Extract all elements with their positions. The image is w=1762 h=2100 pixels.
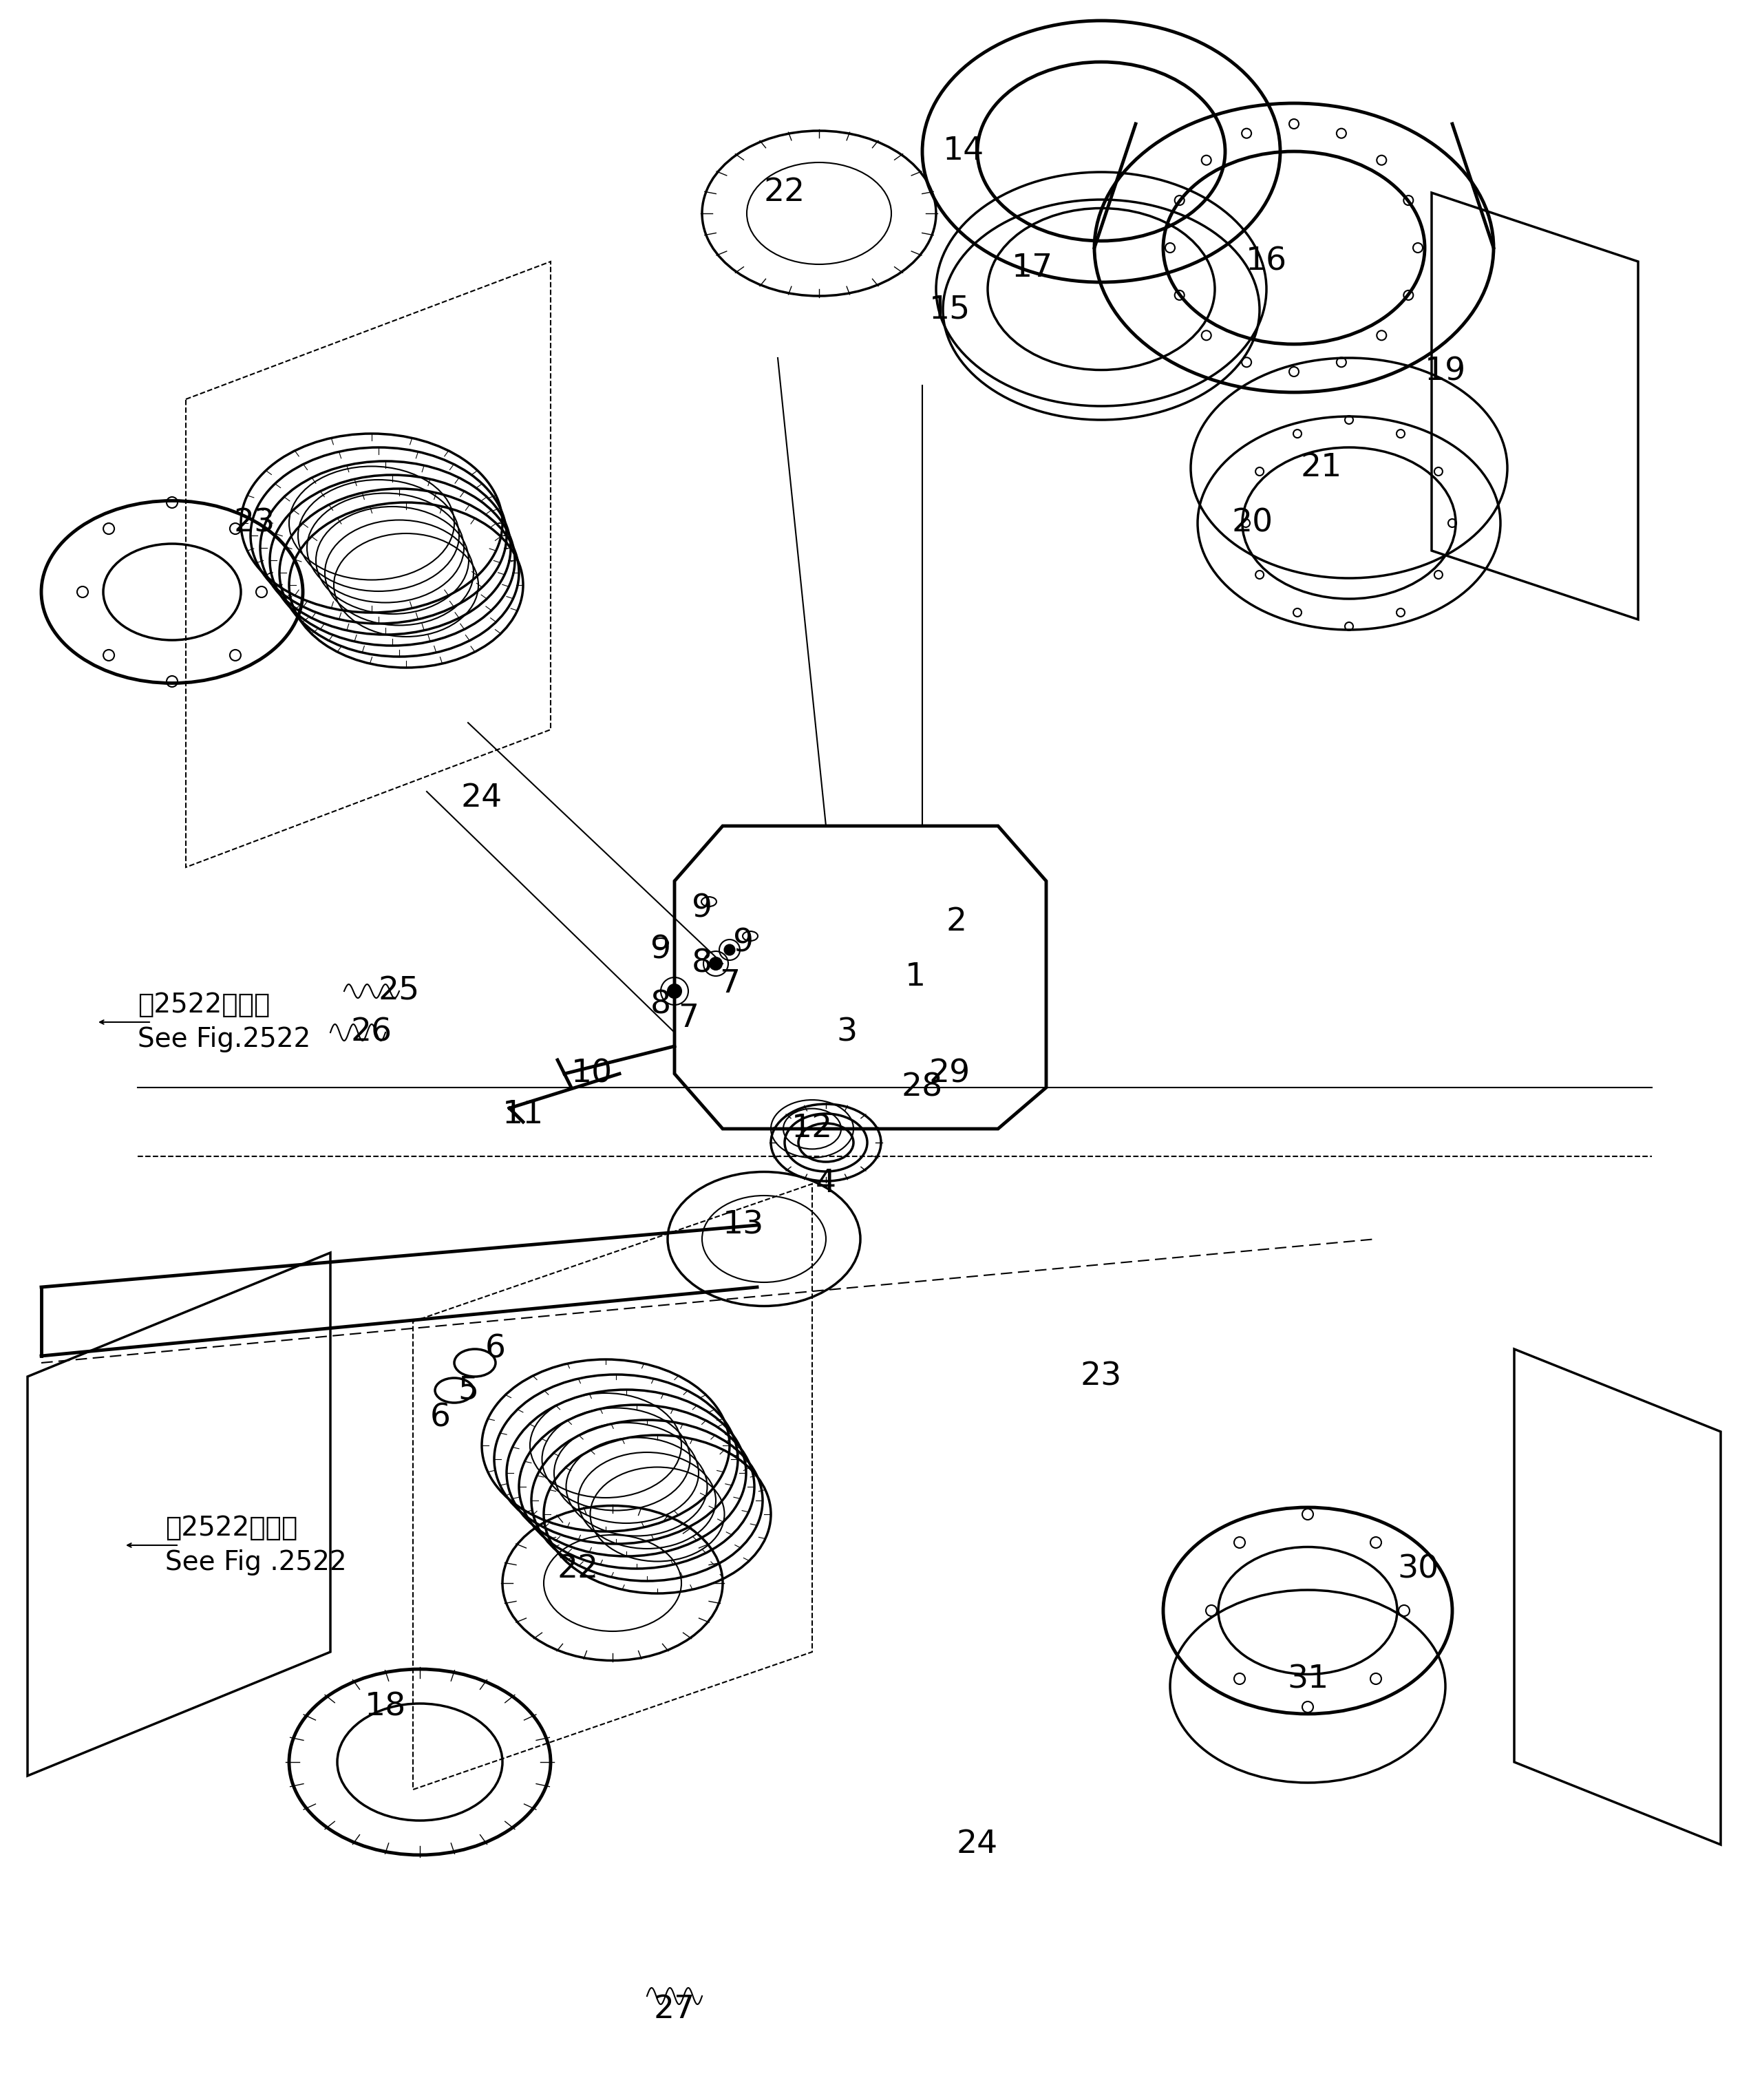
Text: 17: 17 [1011,252,1054,284]
Text: 22: 22 [557,1554,599,1585]
Text: 13: 13 [722,1210,765,1241]
Text: 第2522図参照: 第2522図参照 [137,991,270,1018]
Text: 8: 8 [692,947,712,979]
Text: 8: 8 [650,989,671,1021]
Text: 4: 4 [816,1168,837,1199]
Text: 30: 30 [1397,1554,1438,1585]
Text: 6: 6 [485,1334,506,1365]
Text: 20: 20 [1232,508,1274,538]
Text: 3: 3 [837,1016,856,1048]
Text: 23: 23 [1080,1361,1122,1392]
Text: 1: 1 [906,962,925,993]
Text: 7: 7 [719,968,740,1000]
Text: 23: 23 [234,508,275,538]
Text: 16: 16 [1246,246,1286,277]
Text: 9: 9 [650,934,671,966]
Text: 5: 5 [458,1376,479,1405]
Text: 9: 9 [692,892,712,924]
Text: 27: 27 [654,1995,696,2024]
Circle shape [668,985,682,998]
Text: 11: 11 [502,1100,544,1130]
Text: 15: 15 [929,294,971,326]
Circle shape [724,945,735,956]
Text: 6: 6 [430,1403,451,1434]
Text: 9: 9 [733,928,754,958]
Text: 第2522図参照: 第2522図参照 [166,1514,298,1541]
Text: 21: 21 [1300,454,1343,483]
Text: 14: 14 [943,136,985,166]
Text: 18: 18 [365,1691,407,1722]
Text: 7: 7 [678,1004,698,1033]
Circle shape [710,958,722,970]
Text: 26: 26 [351,1016,393,1048]
Text: 2: 2 [946,907,967,939]
Text: 25: 25 [379,977,419,1006]
Text: 24: 24 [957,1829,997,1861]
Text: See Fig.2522: See Fig.2522 [137,1027,310,1052]
Text: 28: 28 [902,1071,943,1102]
Text: 12: 12 [791,1113,833,1144]
Text: 19: 19 [1425,357,1466,386]
Text: See Fig .2522: See Fig .2522 [166,1550,347,1575]
Text: 22: 22 [765,176,805,208]
Text: 29: 29 [929,1058,971,1090]
Text: 31: 31 [1286,1663,1329,1695]
Text: 10: 10 [571,1058,613,1090]
Text: 24: 24 [462,783,502,815]
